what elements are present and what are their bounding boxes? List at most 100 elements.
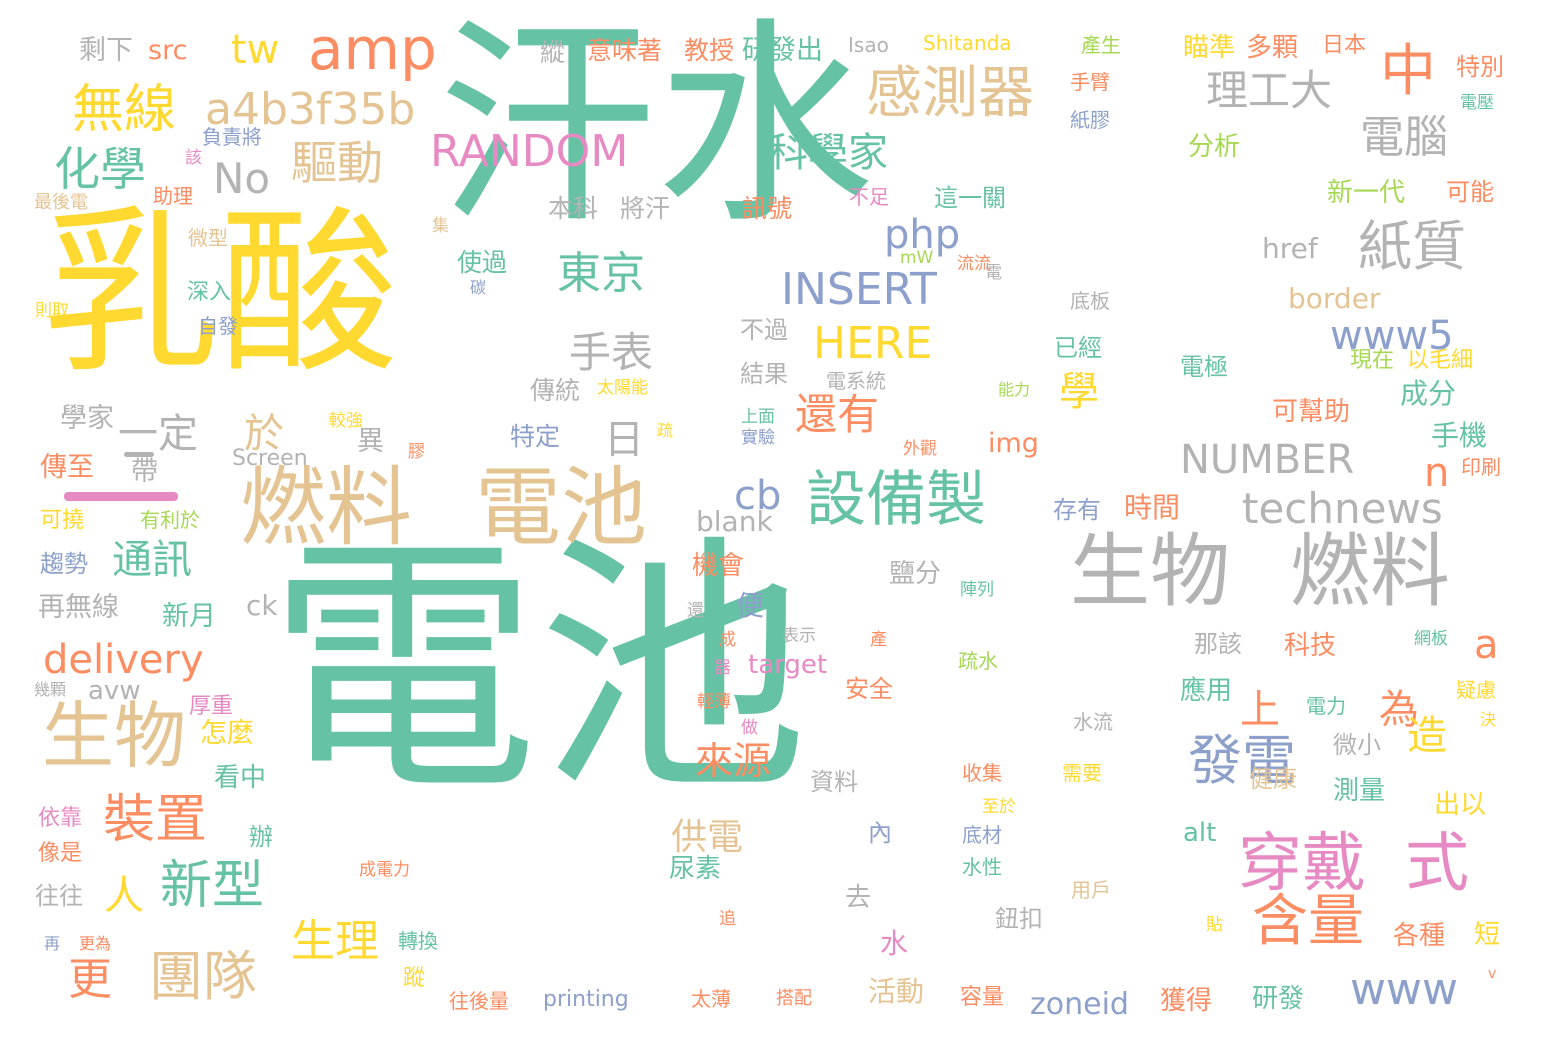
cloud-word: 太薄: [691, 987, 731, 1011]
cloud-word: 用戶: [1071, 878, 1111, 902]
cloud-word: 搭配: [776, 988, 812, 1009]
cloud-word: 瞄準: [1183, 33, 1236, 63]
cloud-word: 看中: [214, 763, 267, 793]
cloud-word: Screen: [232, 446, 308, 471]
cloud-word: 疏: [657, 421, 674, 440]
cloud-word: alt: [1183, 818, 1217, 848]
cloud-word: 日本: [1322, 33, 1367, 58]
cloud-word: 往後量: [449, 989, 509, 1013]
cloud-word: a4b3f35b: [205, 84, 416, 135]
cloud-word: 微型: [188, 226, 228, 250]
cloud-word: 電池: [475, 458, 647, 558]
cloud-word: 活動: [868, 975, 925, 1008]
cloud-word: 厚重: [189, 694, 234, 719]
cloud-word: 將汗: [620, 194, 671, 223]
cloud-word: 意味著: [587, 36, 663, 65]
cloud-word: INSERT: [781, 264, 937, 315]
cloud-word: 研發: [1252, 984, 1305, 1014]
cloud-word: 陣列: [960, 580, 994, 600]
cloud-word: 應用: [1180, 676, 1233, 706]
cloud-word: 成: [719, 630, 736, 650]
cloud-word: src: [148, 35, 188, 66]
cloud-word: 更: [68, 954, 112, 1005]
cloud-word: 成分: [1400, 377, 1457, 410]
cloud-word: 結果: [740, 360, 788, 388]
cloud-word: amp: [308, 15, 437, 83]
cloud-word: 能力: [998, 380, 1031, 399]
cloud-word: cb: [734, 473, 782, 519]
cloud-word: 幾顆: [34, 680, 67, 699]
cloud-word: 外觀: [903, 439, 937, 459]
cloud-word: 科技: [1284, 631, 1337, 661]
cloud-word: 趨勢: [40, 550, 88, 578]
cloud-word: 內: [868, 819, 892, 847]
cloud-word: 電系統: [826, 369, 886, 393]
cloud-word: 乳酸: [42, 190, 398, 397]
cloud-word: href: [1262, 232, 1318, 265]
cloud-word: 驅動: [291, 136, 383, 190]
cloud-word: 不足: [849, 185, 889, 209]
cloud-word: 來源: [695, 739, 772, 783]
cloud-word: 設備製: [806, 465, 986, 535]
cloud-word: 手臂: [1070, 70, 1110, 94]
cloud-word: 多顆: [1246, 33, 1299, 63]
cloud-word: 一定: [118, 411, 198, 457]
cloud-word: 碳: [470, 278, 487, 297]
cloud-word: 網板: [1414, 629, 1448, 649]
cloud-word: 燃料: [240, 458, 412, 558]
cloud-word: 這一關: [934, 184, 1006, 212]
cloud-word: 穿戴: [1238, 827, 1366, 901]
cloud-word: 人: [104, 873, 144, 919]
cloud-word: RANDOM: [430, 126, 629, 177]
cloud-word: 傳至: [40, 452, 94, 483]
cloud-word: 研發出: [742, 35, 823, 66]
cloud-word: 最後電: [34, 192, 88, 213]
cloud-word: 造: [1407, 713, 1447, 759]
cloud-word: 助理: [153, 184, 193, 208]
cloud-word: 上面: [741, 407, 775, 427]
cloud-word: 該: [185, 148, 202, 168]
cloud-word: 需要: [1062, 761, 1102, 785]
cloud-word: a: [1474, 622, 1499, 668]
cloud-word: img: [988, 428, 1039, 459]
cloud-word: 式: [1405, 827, 1469, 901]
cloud-word: 像是: [38, 841, 83, 866]
cloud-word: 本科: [548, 194, 599, 223]
cloud-word: 膠: [408, 442, 425, 462]
cloud-word: HERE: [813, 318, 933, 369]
cloud-word: 便: [736, 589, 765, 622]
cloud-word: 辦: [249, 823, 273, 851]
cloud-word: 出以: [1434, 790, 1487, 820]
cloud-word: printing: [543, 987, 629, 1012]
cloud-word: 追: [719, 909, 736, 929]
cloud-word: 健康: [1249, 765, 1297, 793]
cloud-word: 紙質: [1358, 215, 1466, 278]
cloud-word: 日: [604, 417, 644, 463]
cloud-word: 獲得: [1160, 986, 1213, 1016]
cloud-word: avw: [88, 676, 141, 706]
cloud-word: NUMBER: [1180, 437, 1355, 483]
cloud-word: mW: [900, 248, 934, 268]
cloud-word: 電極: [1180, 353, 1228, 381]
cloud-word: 上: [1240, 687, 1280, 733]
cloud-word: 水: [880, 927, 909, 960]
cloud-word: 化學: [54, 142, 146, 196]
cloud-word: 通訊: [112, 537, 192, 583]
cloud-word: ck: [246, 589, 278, 622]
cloud-word: 供電: [671, 817, 744, 858]
cloud-word: 資料: [810, 768, 858, 796]
cloud-word: 使過: [457, 248, 508, 277]
cloud-word: 還有: [795, 390, 880, 439]
cloud-word: 以毛細: [1407, 348, 1474, 373]
cloud-word: 可能: [1446, 178, 1494, 206]
cloud-word: 往往: [35, 882, 83, 910]
cloud-word: 於: [244, 411, 284, 457]
cloud-word: 容量: [960, 985, 1005, 1010]
cloud-word: 太陽能: [597, 378, 648, 398]
cloud-word: 剩下: [79, 35, 133, 66]
cloud-word: 為: [1379, 687, 1419, 733]
cloud-word: 東京: [557, 248, 645, 299]
cloud-word: 中: [1380, 39, 1436, 104]
cloud-word: technews: [1242, 484, 1443, 533]
cloud-word: No: [213, 154, 271, 203]
